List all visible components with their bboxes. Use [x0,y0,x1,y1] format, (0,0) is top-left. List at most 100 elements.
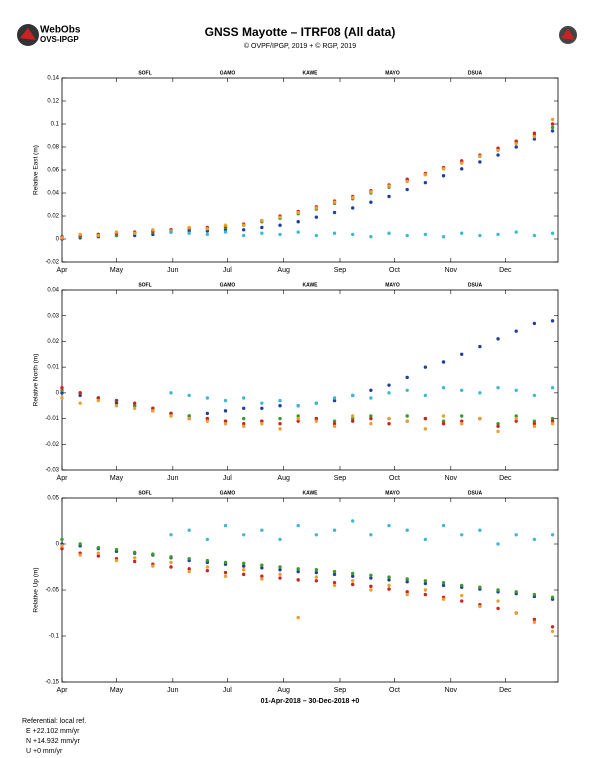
data-point [496,148,500,153]
legend-entry: KAWE [303,70,319,76]
x-tick-label: Nov [445,687,458,694]
y-tick-label: 0.02 [47,214,59,220]
data-point [532,592,537,597]
data-point [241,572,246,577]
legend-entry: KAWE [303,490,319,496]
data-point [60,388,64,392]
data-point [441,174,446,178]
data-point [314,215,319,219]
data-point [223,223,228,227]
data-point [369,190,373,194]
data-point [496,232,500,237]
data-point [478,154,482,158]
data-point [332,583,337,588]
data-point [532,537,537,542]
data-point [132,550,137,554]
data-point [532,233,537,238]
x-tick-label: May [110,687,124,694]
data-point [387,194,391,199]
x-tick-label: Aug [277,687,290,694]
data-point [260,577,264,581]
data-point [550,319,555,323]
data-point [114,230,119,234]
data-point [187,393,191,398]
data-point [260,231,264,235]
data-point [405,414,409,418]
data-point [550,125,555,130]
data-point [496,599,500,603]
data-point [241,561,246,566]
data-point [241,564,246,568]
data-point [78,391,82,395]
data-point [241,223,246,227]
data-point [387,184,391,188]
data-point [205,419,210,423]
data-point [387,422,391,426]
data-point [496,337,500,341]
y-tick-label: -0.02 [45,442,59,448]
data-point [405,233,409,238]
data-point [278,404,282,408]
data-point [550,419,555,423]
x-tick-label: Jul [223,267,232,274]
legend-entry: DSUA [468,490,483,496]
x-tick-label: Jun [167,687,178,694]
data-point [423,581,428,586]
data-point [423,232,428,237]
data-point [350,579,355,583]
data-point [241,533,246,537]
data-point [132,231,137,235]
data-point [405,528,409,532]
data-point [350,416,355,421]
data-point [78,232,82,237]
data-point [550,117,555,122]
data-point [314,419,319,423]
data-point [423,365,428,369]
data-point [332,210,337,215]
data-point [460,422,464,426]
y-tick-label: -0.01 [45,416,59,422]
data-point [296,404,300,408]
legend-entry: DSUA [468,282,483,288]
data-point [314,206,319,210]
data-point [532,422,537,426]
x-tick-label: Oct [389,475,400,482]
data-point [296,419,300,423]
x-tick-label: May [110,267,124,274]
y-tick-label: 0.05 [47,496,59,502]
data-point [223,523,228,528]
data-point [132,401,137,405]
data-point [151,406,155,410]
data-point [260,563,264,567]
data-point [387,587,391,591]
data-point [514,414,518,418]
data-point [332,528,337,532]
data-point [260,419,264,423]
data-point [332,200,337,204]
data-point [296,615,300,620]
data-point [332,398,337,403]
data-point [514,329,518,333]
data-point [496,542,500,546]
data-point [278,422,282,426]
data-point [423,393,428,398]
data-point [405,375,409,380]
data-point [423,579,428,583]
data-point [278,427,282,431]
x-tick-label: Apr [57,687,69,694]
data-point [114,398,119,403]
data-point [241,424,246,428]
data-point [296,578,300,582]
y-tick-label: 0.01 [47,365,59,371]
data-point [350,571,355,576]
data-point [260,401,264,405]
data-point [96,398,101,403]
data-point [205,416,210,421]
y-tick-label: 0.02 [47,339,59,345]
x-tick-label: Jul [223,475,232,482]
data-point [314,233,319,238]
legend-entry: MAYO [385,282,400,288]
data-point [332,422,337,426]
referential-line: U +0 mm/yr [26,748,63,755]
